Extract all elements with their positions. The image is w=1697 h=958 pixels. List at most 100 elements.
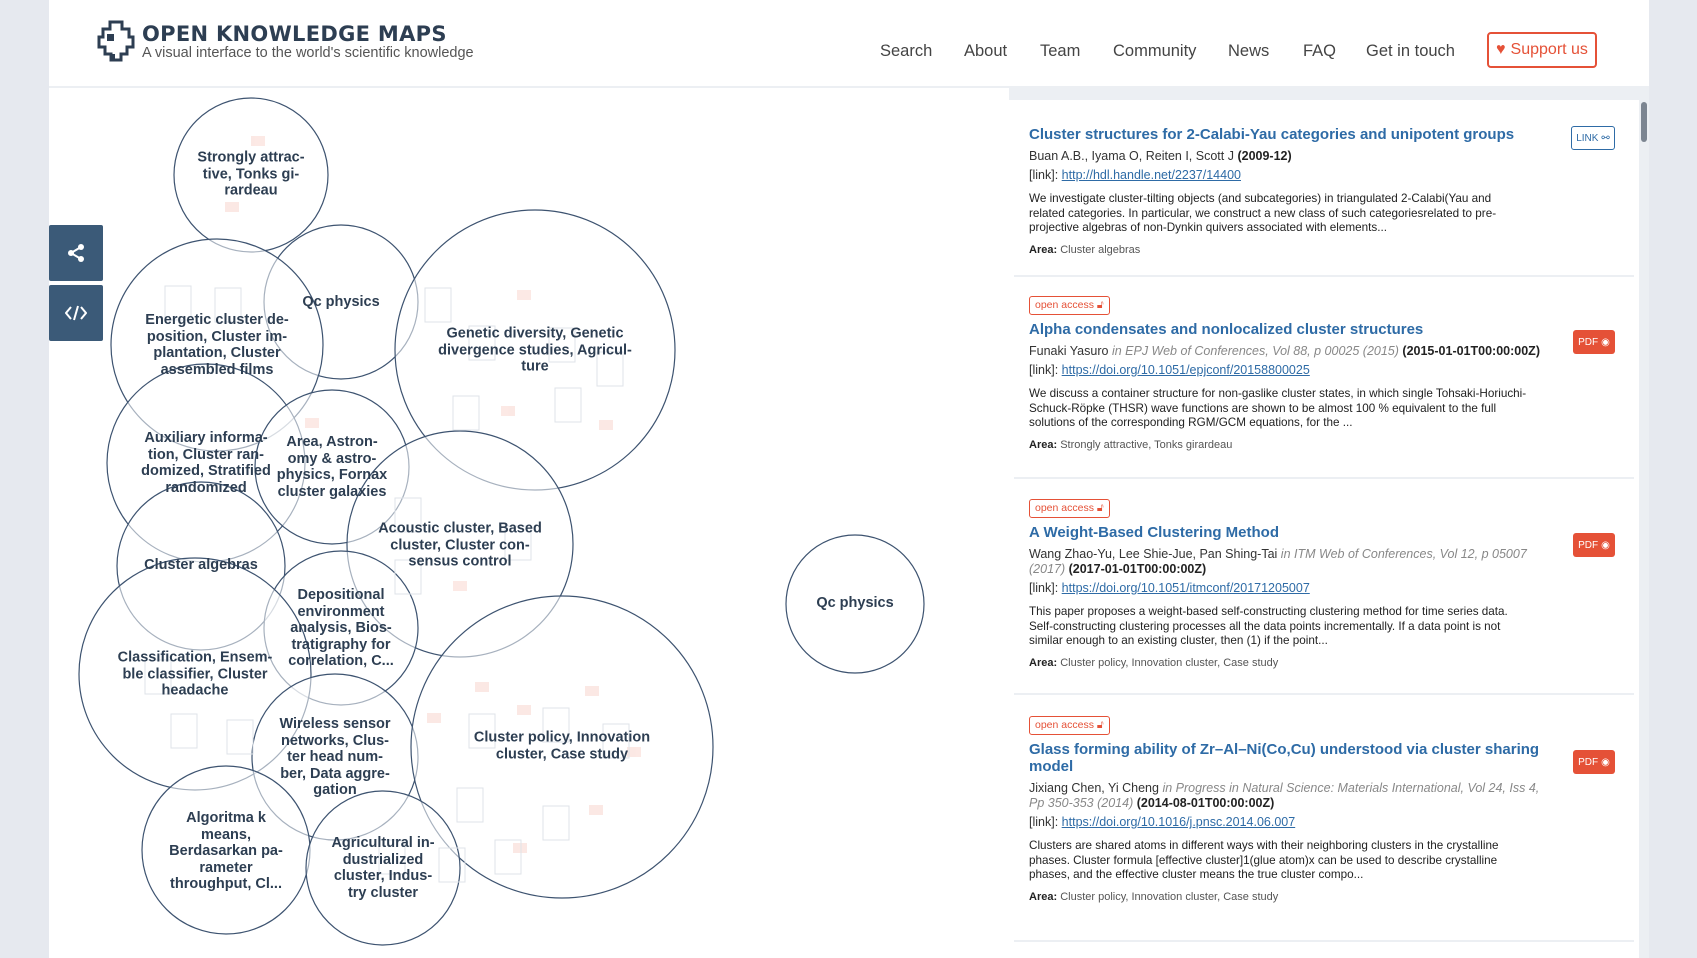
link-prefix: [link]: [1029,363,1059,377]
nav-search[interactable]: Search [880,42,933,60]
pdf-badge-label: PDF [1578,336,1599,348]
nav-community[interactable]: Community [1113,42,1197,60]
paper-url[interactable]: http://hdl.handle.net/2237/14400 [1061,168,1241,182]
bubble-cluster-policy[interactable] [410,595,714,899]
embed-button[interactable] [49,285,103,341]
bubble-label: Cluster algebras [144,556,258,573]
support-button[interactable]: ♥ Support us [1487,32,1597,68]
area-value: Cluster policy, Innovation cluster, Case… [1060,890,1279,903]
paper-authors: Wang Zhao-Yu, Lee Shie-Jue, Pan Shing-Ta… [1029,547,1278,561]
paper-meta: Jixiang Chen, Yi Cheng in Progress in Na… [1029,781,1549,811]
paper-url[interactable]: https://doi.org/10.1016/j.pnsc.2014.06.0… [1061,815,1296,829]
divider [1014,275,1634,277]
paper-meta: Wang Zhao-Yu, Lee Shie-Jue, Pan Shing-Ta… [1029,547,1549,577]
paper-title[interactable]: A Weight-Based Clustering Method [1029,524,1280,541]
area-value: Cluster policy, Innovation cluster, Case… [1060,656,1279,669]
paper-list: Cluster structures for 2-Calabi-Yau cate… [1009,88,1649,958]
paper-link-row: [link]: https://doi.org/10.1051/itmconf/… [1029,581,1629,595]
code-icon [65,305,87,321]
link-badge-label: LINK [1576,132,1599,144]
area-value: Cluster algebras [1060,243,1141,256]
nav-about[interactable]: About [964,42,1008,60]
paper-area[interactable]: Area: Strongly attractive, Tonks girarde… [1029,439,1629,451]
paper-area[interactable]: Area: Cluster policy, Innovation cluster… [1029,657,1629,669]
list-item[interactable]: Cluster structures for 2-Calabi-Yau cate… [1029,126,1629,256]
paper-abstract: Clusters are shared atoms in different w… [1029,839,1499,881]
pdf-badge[interactable]: PDF ◉ [1573,750,1615,774]
bubble-label: Agricultural in- dustrialized cluster, I… [331,835,435,901]
paper-title[interactable]: Cluster structures for 2-Calabi-Yau cate… [1029,126,1515,143]
bubble-label: Algoritma k means, Berdasarkan pa- ramet… [169,809,283,892]
bubble-agricultural[interactable] [305,790,461,946]
paper-area[interactable]: Area: Cluster algebras [1029,244,1629,256]
pdf-badge-label: PDF [1578,756,1599,768]
area-value: Strongly attractive, Tonks girardeau [1060,438,1233,451]
header: OPEN KNOWLEDGE MAPS A visual interface t… [49,0,1649,88]
knowledge-map: Strongly attrac- tive, Tonks gi- rardeau… [49,88,1009,958]
bubble-label: Strongly attrac- tive, Tonks gi- rardeau [197,149,305,199]
paper-url[interactable]: https://doi.org/10.1051/epjconf/20158800… [1061,363,1310,377]
paper-title[interactable]: Alpha condensates and nonlocalized clust… [1029,321,1424,338]
list-item[interactable]: open access 🔓︎ Alpha condensates and non… [1029,295,1629,451]
area-label: Area: [1029,656,1058,669]
list-topbar [1009,88,1649,100]
bubble-label: Energetic cluster de- position, Cluster … [145,312,289,378]
open-access-badge: open access 🔓︎ [1029,716,1110,735]
pdf-badge-label: PDF [1578,539,1599,551]
area-label: Area: [1029,438,1058,451]
eye-icon: ◉ [1601,539,1610,551]
open-access-badge: open access 🔓︎ [1029,296,1110,315]
unlock-icon: 🔓︎ [1096,719,1104,731]
bubble-qc-physics-2[interactable] [785,534,925,674]
bubble-label: Auxiliary informa- tion, Cluster ran- do… [141,430,271,496]
chain-icon: ⚯ [1601,132,1610,144]
brand-title[interactable]: OPEN KNOWLEDGE MAPS [142,22,447,46]
pdf-badge[interactable]: PDF ◉ [1573,533,1615,557]
bubble-label: Area, Astron- omy & astro- physics, Forn… [276,434,388,500]
eye-icon: ◉ [1601,756,1610,768]
paper-date: (2017-01-01T00:00:00Z) [1068,562,1207,576]
list-item[interactable]: open access 🔓︎ Glass forming ability of … [1029,715,1629,903]
nav-get-in-touch[interactable]: Get in touch [1366,42,1455,60]
paper-thumbnails [225,136,641,853]
bubble-label: Genetic diversity, Genetic divergence st… [438,325,632,375]
open-access-badge: open access 🔓︎ [1029,499,1110,518]
logo-icon[interactable] [97,20,135,62]
bubble-label: Acoustic cluster, Based cluster, Cluster… [378,520,542,570]
paper-url[interactable]: https://doi.org/10.1051/itmconf/20171205… [1061,581,1310,595]
bubble-label: Wireless sensor networks, Clus- ter head… [279,715,391,798]
divider [1014,940,1634,942]
list-item[interactable]: open access 🔓︎ A Weight-Based Clustering… [1029,498,1629,669]
pdf-badge[interactable]: PDF ◉ [1573,330,1615,354]
list-scrollbar[interactable] [1639,100,1649,958]
divider [1014,477,1634,479]
paper-title[interactable]: Glass forming ability of Zr–Al–Ni(Co,Cu)… [1029,741,1540,775]
share-icon [68,244,84,262]
app-frame: OPEN KNOWLEDGE MAPS A visual interface t… [49,0,1649,958]
paper-authors: Buan A.B., Iyama O, Reiten I, Scott J [1029,149,1234,163]
paper-venue: in ITM Web of Conferences, Vol 12, p 050… [1029,547,1527,576]
brand-subtitle: A visual interface to the world's scient… [142,45,474,61]
bubble-label: Cluster policy, Innovation cluster, Case… [473,729,651,763]
link-badge[interactable]: LINK ⚯ [1571,126,1615,150]
paper-date: (2015-01-01T00:00:00Z) [1402,344,1540,358]
list-scrollbar-thumb[interactable] [1641,102,1647,142]
nav-news[interactable]: News [1228,42,1270,60]
share-button[interactable] [49,225,103,281]
unlock-icon: 🔓︎ [1096,299,1104,311]
bubble-label: Qc physics [816,594,894,611]
link-prefix: [link]: [1029,815,1059,829]
paper-authors: Funaki Yasuro [1029,344,1109,358]
nav-team[interactable]: Team [1040,42,1081,60]
paper-outlines [144,285,630,883]
area-label: Area: [1029,890,1058,903]
paper-area[interactable]: Area: Cluster policy, Innovation cluster… [1029,891,1629,903]
support-label: Support us [1510,41,1588,58]
oa-label: open access [1035,502,1094,514]
map-canvas [78,97,925,946]
paper-abstract: We discuss a container structure for non… [1029,387,1527,429]
oa-label: open access [1035,299,1094,311]
eye-icon: ◉ [1601,336,1610,348]
nav-faq[interactable]: FAQ [1303,42,1337,60]
link-prefix: [link]: [1029,168,1059,182]
